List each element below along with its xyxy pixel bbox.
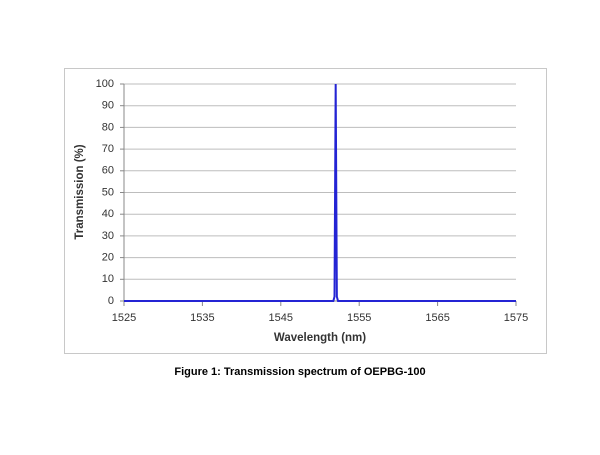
x-tick-label: 1525 — [112, 312, 136, 324]
y-tick-label: 90 — [102, 100, 114, 112]
y-tick-label: 0 — [108, 295, 114, 307]
y-tick-label: 10 — [102, 273, 114, 285]
y-tick-label: 20 — [102, 252, 114, 264]
x-tick-label: 1545 — [269, 312, 293, 324]
x-tick-label: 1535 — [190, 312, 214, 324]
chart-frame — [64, 68, 547, 354]
y-tick-label: 60 — [102, 165, 114, 177]
line-series — [124, 83, 516, 302]
y-tick-label: 50 — [102, 186, 114, 198]
x-axis-label: Wavelength (nm) — [274, 332, 366, 344]
y-tick-label: 40 — [102, 208, 114, 220]
y-tick-label: 70 — [102, 143, 114, 155]
y-tick-label: 100 — [96, 78, 114, 90]
caption: Figure 1: Transmission spectrum of OEPBG… — [174, 366, 425, 378]
x-tick-label: 1565 — [425, 312, 449, 324]
x-tick-label: 1555 — [347, 312, 371, 324]
x-tick-label: 1575 — [504, 312, 528, 324]
y-axis-label: Transmission (%) — [74, 144, 86, 239]
y-tick-label: 30 — [102, 230, 114, 242]
y-tick-label: 80 — [102, 121, 114, 133]
